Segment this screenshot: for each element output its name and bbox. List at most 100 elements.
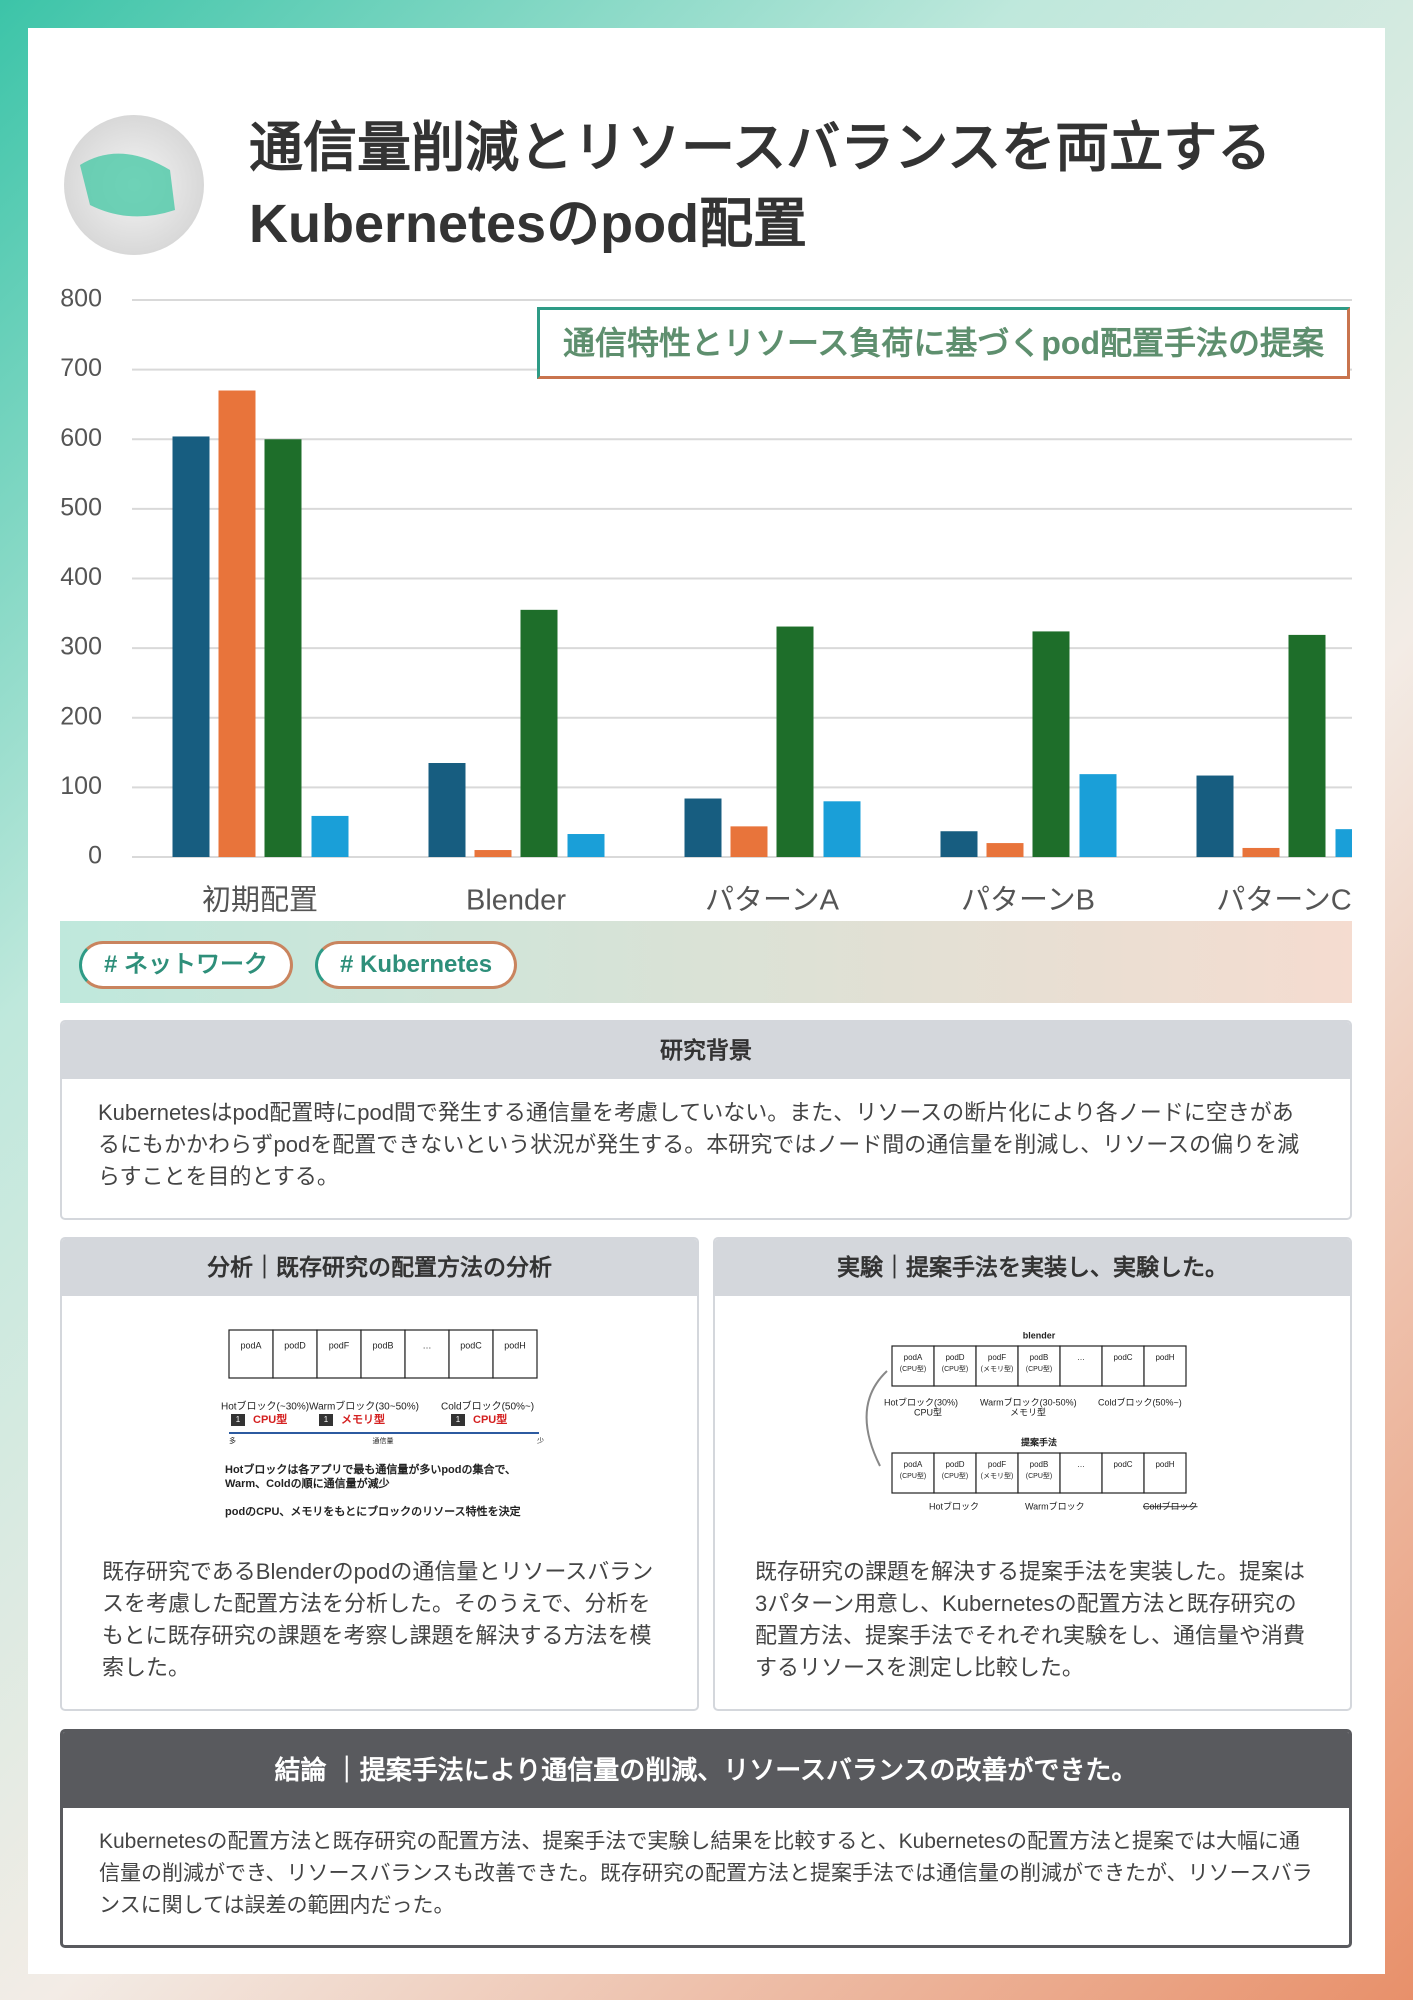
block-type: メモリ型 [341,1412,385,1426]
pod-label: … [1077,1353,1085,1362]
pod-sub: (メモリ型) [981,1471,1014,1480]
bar [428,763,466,857]
pod-label: podB [1030,1353,1049,1362]
pod-box [228,1329,274,1379]
bar [940,831,978,857]
annotation: 通信特性とリソース負荷に基づくpod配置手法の提案 [537,307,1350,379]
pod-sub: (メモリ型) [981,1364,1014,1373]
pod-label: … [1077,1460,1085,1469]
y-tick-label: 100 [60,772,102,800]
pod-label: podC [1113,1353,1132,1362]
title-line: Kubernetesのpod配置 [249,194,808,254]
block-label: Warmブロック(30~50%) [309,1400,419,1413]
pod-label: podB [1030,1460,1049,1469]
chart: 0 100 200 300 400 500 600 700 800 初期配置 Blender パターン… [60,115,1352,1003]
arrow-label: 通信量 [373,1436,394,1445]
bar [567,834,605,857]
pod-label: podH [1155,1460,1174,1469]
section-text: Kubernetesの配置方法と既存研究の配置方法、提案手法で実験し結果を比較す… [99,1830,1313,1917]
block-type: CPU型 [253,1412,287,1426]
y-tick-label: 700 [60,354,102,382]
title: 通信量削減とリソースバランスを両立する Kubernetesのpod配置 [249,110,1271,262]
pod-sub: (CPU型) [1026,1364,1052,1373]
experiment-figure: blender 提案手法 podA (CPU型) podD (CPU型) podF (メモリ型… [865,1330,1198,1511]
pod-label: podB [372,1340,393,1350]
pod-box [360,1329,406,1379]
arrow-end: 少 [537,1437,544,1445]
pod-label: podF [988,1353,1006,1362]
y-tick-label: 300 [60,633,102,661]
section-heading: 分析｜既存研究の配置方法の分析 [62,1239,697,1296]
pod-box [1059,1452,1103,1494]
figure-subtitle: 提案手法 [1021,1436,1057,1447]
pod-box [975,1452,1019,1494]
bar [1335,829,1352,857]
bar [1242,847,1280,857]
y-tick-label: 800 [60,285,102,313]
bar [684,798,722,857]
pod-box [1101,1345,1145,1387]
badge [451,1414,465,1426]
pod-box [1143,1345,1187,1387]
pod-box [404,1329,450,1379]
figure-title: blender [1023,1330,1056,1340]
y-tick-label: 200 [60,702,102,730]
pod-label: podA [904,1353,923,1362]
bar [264,439,302,857]
bar [474,850,512,857]
pod-box [272,1329,318,1379]
pod-label: podA [240,1340,261,1350]
tag: # ネットワーク [79,941,294,989]
pod-box [492,1329,538,1379]
badge [231,1414,245,1426]
conclusion-section: 結論 ｜提案手法により通信量の削減、リソースバランスの改善ができた。 Kuber… [60,1729,1352,1948]
pod-label: podD [945,1353,964,1362]
bar [1196,775,1234,857]
pod-label: podA [904,1460,923,1469]
result-block: Coldブロック [1143,1500,1198,1511]
pod-box [1101,1452,1145,1494]
badge-label: 1 [236,1415,241,1424]
bar [172,436,210,857]
pod-box [975,1345,1019,1387]
experiment-section: 実験｜提案手法を実装し、実験した。 blender 提案手法 podA (CPU型) p… [713,1237,1352,1711]
pod-label: podD [945,1460,964,1469]
badge [319,1414,333,1426]
x-tick-label: パターンC [1216,885,1352,917]
x-tick-label: パターンB [961,885,1095,917]
section-text: Kubernetesはpod配置時にpod間で発生する通信量を考慮していない。ま… [98,1100,1300,1189]
pod-box [1059,1345,1103,1387]
section-heading: 研究背景 [62,1022,1350,1079]
figure-note: Hotブロックは各アプリで最も通信量が多いpodの集合で、 [225,1462,516,1476]
pod-sub: (CPU型) [942,1471,968,1480]
bar [730,826,768,857]
pod-sub: (CPU型) [942,1364,968,1373]
block-label: Warmブロック(30-50%) [980,1396,1077,1407]
section-heading: 結論 ｜提案手法により通信量の削減、リソースバランスの改善ができた。 [63,1732,1349,1808]
y-tick-label: 600 [60,424,102,452]
y-tick-label: 400 [60,563,102,591]
pod-label: podH [1155,1353,1174,1362]
title-line: 通信量削減とリソースバランスを両立する [249,118,1272,178]
block-type: メモリ型 [1010,1407,1046,1417]
pod-label: podC [460,1340,482,1350]
pod-box [891,1452,935,1494]
arrow-start: 多 [229,1436,236,1445]
curve-arrow [865,1370,888,1467]
block-type: CPU型 [473,1412,507,1426]
x-tick-label: Blender [466,885,566,917]
x-tick-label: 初期配置 [202,884,318,917]
pod-sub: (CPU型) [900,1364,926,1373]
result-block: Warmブロック [1025,1500,1085,1511]
badge-label: 1 [324,1415,329,1424]
block-label: Hotブロック(30%) [884,1396,958,1407]
section-text: 既存研究であるBlenderのpodの通信量とリソースバランスを考慮した配置方法… [102,1559,654,1680]
pod-box [448,1329,494,1379]
pod-label: podF [329,1340,350,1350]
section-text: 既存研究の課題を解決する提案手法を実装した。提案は3パターン用意し、Kubern… [755,1559,1306,1680]
x-tick-label: パターンA [705,885,840,917]
analysis-section: 分析｜既存研究の配置方法の分析 podA podD podF podB… podC pod… [60,1237,699,1711]
tag: # Kubernetes [315,941,518,989]
y-tick-label: 500 [60,493,102,521]
bar [1288,634,1326,857]
